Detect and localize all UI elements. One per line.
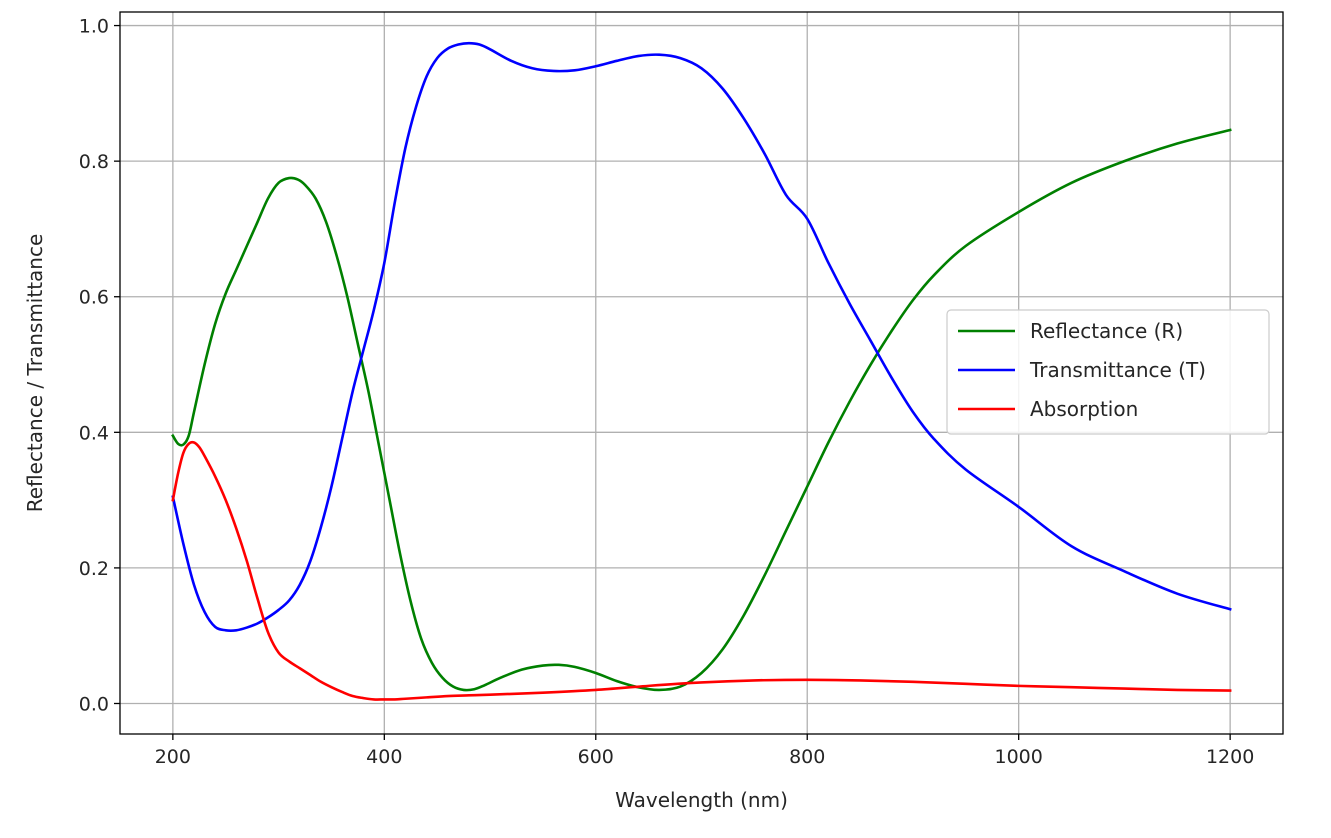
legend: Reflectance (R) Transmittance (T) Absorpti…: [946, 309, 1270, 435]
x-tick-label: 1000: [995, 746, 1043, 768]
reflectance-line: [171, 128, 1232, 692]
reflectance-legend-label: Reflectance (R): [1030, 319, 1183, 343]
x-tick-label: 800: [789, 746, 825, 768]
plot-frame: [119, 11, 1284, 735]
y-tick-label: 0.2: [79, 558, 109, 580]
x-tick-label: 200: [155, 746, 191, 768]
y-axis-label: Reflectance / Transmittance: [23, 234, 47, 513]
legend-box: [946, 309, 1270, 435]
x-tick-label: 1200: [1206, 746, 1254, 768]
y-tick-label: 0.8: [79, 151, 109, 173]
absorption-legend-label: Absorption: [1030, 397, 1138, 421]
y-tick-label: 0.4: [79, 422, 109, 444]
y-tick-label: 1.0: [79, 16, 109, 38]
transmittance-legend-label: Transmittance (T): [1029, 358, 1206, 382]
x-axis-label: Wavelength (nm): [615, 788, 788, 812]
absorption-line: [171, 440, 1232, 701]
x-tick-label: 600: [578, 746, 614, 768]
y-tick-label: 0.6: [79, 287, 109, 309]
x-tick-label: 400: [366, 746, 402, 768]
y-tick-label: 0.0: [79, 693, 109, 715]
axis-ticks: 200 400 600 800 1000 1200 0.0 0.2 0.4 0.6 0.8 1.0: [79, 16, 1255, 768]
series-lines: [171, 41, 1232, 701]
transmittance-line: [171, 41, 1232, 632]
